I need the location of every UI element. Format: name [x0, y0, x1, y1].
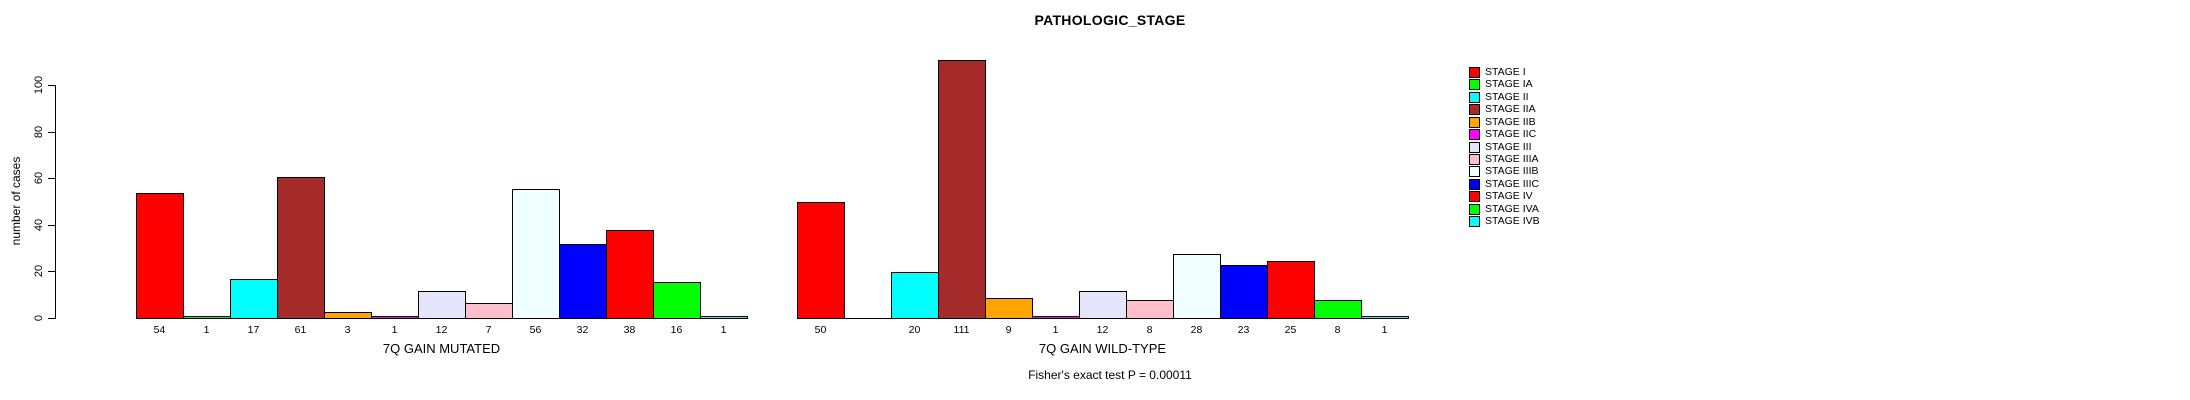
x-axis-label-7q-gain-wild-type: 7Q GAIN WILD-TYPE	[1038, 341, 1167, 356]
legend-label: STAGE III	[1485, 141, 1532, 153]
legend-label: STAGE IVA	[1485, 203, 1539, 215]
bar	[985, 298, 1033, 319]
bar-count-label: 17	[247, 324, 260, 336]
y-tick-mark	[48, 132, 55, 133]
bar-zero	[844, 318, 892, 319]
bar-count-label: 9	[1005, 324, 1012, 336]
bar-count-label: 3	[344, 324, 351, 336]
legend-swatch	[1469, 142, 1480, 153]
y-tick-mark	[48, 318, 55, 319]
bar-count-label: 20	[908, 324, 921, 336]
bar	[277, 177, 325, 319]
bar	[324, 312, 372, 319]
y-tick-label: 100	[33, 75, 45, 95]
bar	[559, 244, 607, 319]
bar-count-label: 111	[953, 324, 970, 336]
bar	[136, 193, 184, 319]
legend-label: STAGE IIIC	[1485, 178, 1540, 190]
bar	[938, 60, 986, 319]
fisher-exact-test-annotation: Fisher's exact test P = 0.00011	[1028, 368, 1192, 382]
y-tick-mark	[48, 271, 55, 272]
bar	[653, 282, 701, 319]
bar-count-label: 1	[391, 324, 398, 336]
bar-count-label: 32	[576, 324, 589, 336]
bar	[1267, 261, 1315, 319]
legend-label: STAGE IIB	[1485, 116, 1536, 128]
bar-count-label: 1	[1052, 324, 1059, 336]
bar	[1173, 254, 1221, 319]
bar-count-label: 12	[1096, 324, 1109, 336]
bar	[512, 189, 560, 319]
legend-label: STAGE II	[1485, 91, 1529, 103]
bar-count-label: 23	[1237, 324, 1250, 336]
bar	[1314, 300, 1362, 319]
bar	[606, 230, 654, 319]
bar	[465, 303, 513, 319]
y-axis-label: number of cases	[9, 156, 23, 246]
bar-count-label: 1	[203, 324, 210, 336]
legend-swatch	[1469, 179, 1480, 190]
bar	[1220, 265, 1268, 319]
bar-count-label: 7	[485, 324, 492, 336]
y-tick-mark	[48, 225, 55, 226]
legend-swatch	[1469, 154, 1480, 165]
chart-title: PATHOLOGIC_STAGE	[1034, 12, 1186, 28]
y-tick-label: 40	[33, 218, 45, 232]
x-axis-label-7q-gain-mutated: 7Q GAIN MUTATED	[382, 341, 501, 356]
bar	[891, 272, 939, 319]
bar	[418, 291, 466, 319]
legend-swatch	[1469, 117, 1480, 128]
bar-count-label: 16	[670, 324, 683, 336]
y-tick-mark	[48, 178, 55, 179]
legend-swatch	[1469, 191, 1480, 202]
legend-label: STAGE IIIA	[1485, 153, 1539, 165]
legend-label: STAGE IIIB	[1485, 165, 1539, 177]
y-axis-line	[55, 85, 56, 319]
bar-count-label: 38	[623, 324, 636, 336]
bar	[230, 279, 278, 319]
bar	[1032, 316, 1080, 319]
legend-swatch	[1469, 104, 1480, 115]
legend-swatch	[1469, 216, 1480, 227]
bar-count-label: 25	[1284, 324, 1297, 336]
bar-count-label: 1	[1381, 324, 1388, 336]
bar	[371, 316, 419, 319]
legend-label: STAGE IIC	[1485, 128, 1537, 140]
bar-count-label: 8	[1146, 324, 1153, 336]
bar-count-label: 8	[1334, 324, 1341, 336]
legend-swatch	[1469, 166, 1480, 177]
bar-count-label: 56	[529, 324, 542, 336]
bar	[1126, 300, 1174, 319]
bar	[183, 316, 231, 319]
legend-label: STAGE IIA	[1485, 103, 1536, 115]
bar-count-label: 12	[435, 324, 448, 336]
bar-count-label: 28	[1190, 324, 1203, 336]
bar-count-label: 50	[814, 324, 827, 336]
legend-swatch	[1469, 204, 1480, 215]
bar	[1079, 291, 1127, 319]
bar-count-label: 61	[294, 324, 307, 336]
legend-label: STAGE IVB	[1485, 215, 1540, 227]
legend-swatch	[1469, 92, 1480, 103]
legend-swatch	[1469, 79, 1480, 90]
y-tick-label: 80	[33, 125, 45, 139]
y-tick-label: 60	[33, 171, 45, 185]
y-tick-label: 20	[33, 264, 45, 278]
legend-swatch	[1469, 67, 1480, 78]
bar-count-label: 54	[153, 324, 166, 336]
y-tick-label: 0	[33, 314, 45, 322]
legend-label: STAGE IA	[1485, 78, 1533, 90]
legend-label: STAGE I	[1485, 66, 1526, 78]
bar-count-label: 1	[720, 324, 727, 336]
bar	[700, 316, 748, 319]
y-tick-mark	[48, 85, 55, 86]
legend-swatch	[1469, 129, 1480, 140]
legend-label: STAGE IV	[1485, 190, 1533, 202]
bar	[797, 202, 845, 319]
bar	[1361, 316, 1409, 319]
